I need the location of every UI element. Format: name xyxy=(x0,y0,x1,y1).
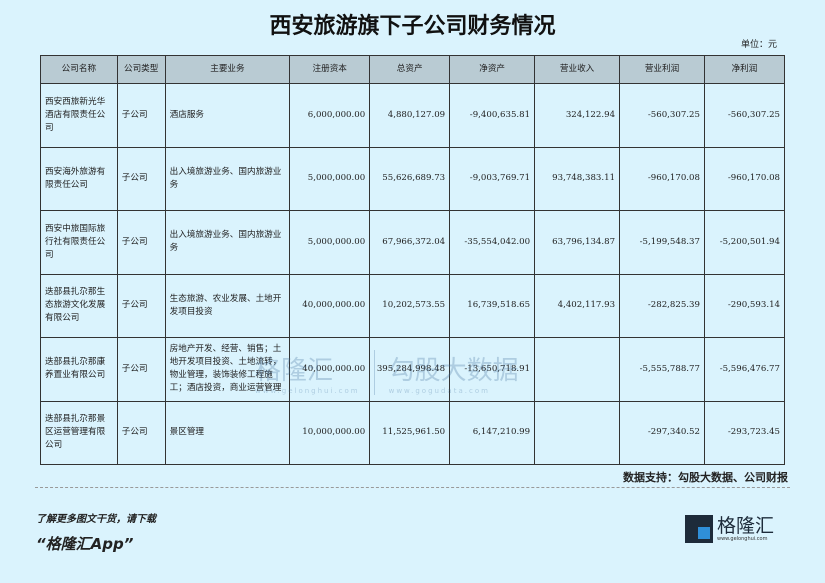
table-cell: 6,000,000.00 xyxy=(289,83,371,148)
table-cell: 房地产开发、经营、销售；土地开发项目投资、土地流转，物业管理，装饰装修工程施工；… xyxy=(164,337,291,402)
column-header: 净资产 xyxy=(449,55,536,84)
unit-label: 单位：元 xyxy=(740,40,777,50)
table-cell: 景区管理 xyxy=(164,400,291,465)
table-cell: 出入境旅游业务、国内旅游业务 xyxy=(164,146,291,211)
table-cell: 40,000,000.00 xyxy=(289,273,371,338)
table-cell: 迭部县扎尕那康养置业有限公司 xyxy=(40,337,118,402)
table-row: 西安西旅新光华酒店有限责任公司 子公司 酒店服务 6,000,000.00 4,880,… xyxy=(40,83,786,148)
table-cell: -5,596,476.77 xyxy=(703,337,786,402)
table-cell: -960,170.08 xyxy=(703,146,786,211)
column-header: 公司名称 xyxy=(40,55,118,84)
table-cell: 10,000,000.00 xyxy=(289,400,371,465)
table-cell: -5,555,788.77 xyxy=(619,337,705,402)
table-cell: 5,000,000.00 xyxy=(289,146,371,211)
table-cell: 67,966,372.04 xyxy=(369,210,451,275)
column-header: 公司类型 xyxy=(116,55,166,84)
table-cell: -560,307.25 xyxy=(703,83,786,148)
table-cell: 子公司 xyxy=(116,210,166,275)
promo-text: 了解更多图文干货，请下载 xyxy=(36,514,156,525)
table-cell: -9,003,769.71 xyxy=(449,146,536,211)
column-header: 营业利润 xyxy=(619,55,705,84)
table-row: 西安海外旅游有限责任公司 子公司 出入境旅游业务、国内旅游业务 5,000,000.0… xyxy=(40,146,786,211)
table-cell: 324,122.94 xyxy=(534,83,621,148)
table-cell: 出入境旅游业务、国内旅游业务 xyxy=(164,210,291,275)
table-row: 迭部县扎尕那景区运营管理有限公司 子公司 景区管理 10,000,000.00 11,5… xyxy=(40,400,786,465)
logo-name: 格隆汇 xyxy=(717,515,775,537)
table-cell xyxy=(534,400,621,465)
table-cell: -290,593.14 xyxy=(703,273,786,338)
table-cell: 4,402,117.93 xyxy=(534,273,621,338)
column-header: 主要业务 xyxy=(164,55,291,84)
logo-mark-icon xyxy=(685,515,713,543)
table-cell xyxy=(534,337,621,402)
table-cell: 395,284,998.48 xyxy=(369,337,451,402)
table-cell: -960,170.08 xyxy=(619,146,705,211)
table-cell: 西安西旅新光华酒店有限责任公司 xyxy=(40,83,118,148)
logo-url: www.gelonghui.com xyxy=(717,536,768,542)
table-cell: 生态旅游、农业发展、土地开发项目投资 xyxy=(164,273,291,338)
table-cell: 子公司 xyxy=(116,146,166,211)
table-cell: -9,400,635.81 xyxy=(449,83,536,148)
table-cell: 93,748,383.11 xyxy=(534,146,621,211)
table-cell: -5,199,548.37 xyxy=(619,210,705,275)
table-cell: 迭部县扎尕那生态旅游文化发展有限公司 xyxy=(40,273,118,338)
table-cell: 10,202,573.55 xyxy=(369,273,451,338)
page-title: 西安旅游旗下子公司财务情况 xyxy=(269,14,556,39)
column-header: 营业收入 xyxy=(534,55,621,84)
table-row: 迭部县扎尕那康养置业有限公司 子公司 房地产开发、经营、销售；土地开发项目投资、土地… xyxy=(40,337,786,402)
column-header: 注册资本 xyxy=(289,55,371,84)
table-cell: 11,525,961.50 xyxy=(369,400,451,465)
column-header: 净利润 xyxy=(703,55,786,84)
table-cell: 4,880,127.09 xyxy=(369,83,451,148)
table-cell: 西安海外旅游有限责任公司 xyxy=(40,146,118,211)
table-cell: 酒店服务 xyxy=(164,83,291,148)
table-cell: -282,825.39 xyxy=(619,273,705,338)
table-cell: -35,554,042.00 xyxy=(449,210,536,275)
column-header: 总资产 xyxy=(369,55,451,84)
gelonghui-logo: 格隆汇 www.gelonghui.com xyxy=(685,515,774,543)
table-cell: 55,626,689.73 xyxy=(369,146,451,211)
table-cell: 63,796,134.87 xyxy=(534,210,621,275)
table-cell: 40,000,000.00 xyxy=(289,337,371,402)
table-cell: -5,200,501.94 xyxy=(703,210,786,275)
table-cell: 子公司 xyxy=(116,337,166,402)
table-cell: 西安中旅国际旅行社有限责任公司 xyxy=(40,210,118,275)
table-cell: 16,739,518.65 xyxy=(449,273,536,338)
table-cell: -293,723.45 xyxy=(703,400,786,465)
data-source: 数据支持：勾股大数据、公司财报 xyxy=(623,471,788,484)
table-row: 迭部县扎尕那生态旅游文化发展有限公司 子公司 生态旅游、农业发展、土地开发项目投资 4… xyxy=(40,273,786,338)
table-cell: -560,307.25 xyxy=(619,83,705,148)
promo-app-name: “格隆汇App” xyxy=(36,535,134,553)
table-cell: -13,650,718.91 xyxy=(449,337,536,402)
table-cell: 迭部县扎尕那景区运营管理有限公司 xyxy=(40,400,118,465)
table-cell: 5,000,000.00 xyxy=(289,210,371,275)
table-cell: 子公司 xyxy=(116,400,166,465)
table-cell: 子公司 xyxy=(116,83,166,148)
financial-table: 公司名称 公司类型 主要业务 注册资本 总资产 净资产 营业收入 营业利润 净利润 西安西旅新光… xyxy=(40,55,786,465)
table-cell: -297,340.52 xyxy=(619,400,705,465)
divider xyxy=(35,487,790,488)
table-cell: 子公司 xyxy=(116,273,166,338)
table-row: 西安中旅国际旅行社有限责任公司 子公司 出入境旅游业务、国内旅游业务 5,000,00… xyxy=(40,210,786,275)
table-cell: 6,147,210.99 xyxy=(449,400,536,465)
